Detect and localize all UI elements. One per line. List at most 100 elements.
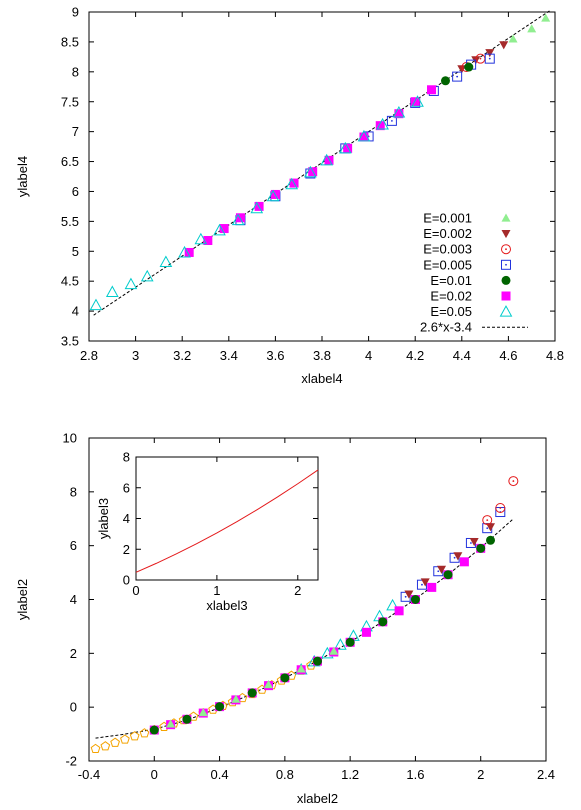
x-tick-label: 4.4 — [453, 348, 471, 363]
legend-label: E=0.02 — [430, 289, 472, 304]
data-point — [485, 49, 495, 58]
y-tick-label: 10 — [63, 431, 77, 446]
data-point — [231, 694, 241, 703]
x-tick-label: 3.4 — [220, 348, 238, 363]
data-point — [443, 570, 453, 580]
data-point — [410, 595, 420, 604]
data-point — [404, 590, 414, 599]
y-tick-label: 4 — [123, 511, 130, 526]
y-tick-label: 6 — [70, 538, 77, 553]
data-point — [359, 132, 369, 142]
y-tick-label: 5 — [72, 244, 79, 259]
x-tick-label: 2 — [294, 583, 301, 598]
y-tick-label: 6.5 — [61, 154, 79, 169]
x-tick-label: 4.6 — [499, 348, 517, 363]
data-point — [376, 117, 389, 130]
data-point — [89, 298, 103, 311]
data-point — [499, 41, 509, 50]
y-tick-label: -2 — [65, 754, 77, 769]
data-point — [411, 95, 424, 107]
y-tick-label: 4 — [72, 304, 79, 319]
legend-label: E=0.003 — [423, 242, 472, 257]
x-axis-label: xlabel4 — [301, 371, 342, 386]
y-axis-label: ylabel2 — [15, 579, 30, 620]
data-point — [178, 245, 191, 258]
data-point — [427, 85, 437, 95]
data-point — [166, 719, 176, 728]
x-tick-label: 0.4 — [211, 767, 229, 782]
inset-chart: 0 1 2 0 2 4 6 8 xlabel3 ylabel3 — [96, 450, 319, 613]
x-tick-label: 4.8 — [546, 348, 564, 363]
data-point — [203, 236, 213, 246]
inset-line — [135, 469, 319, 573]
data-point — [495, 502, 506, 513]
series-4 — [404, 523, 496, 599]
y-tick-label: 3.5 — [61, 334, 79, 349]
data-point — [345, 637, 355, 647]
data-point — [100, 741, 111, 751]
x-tick-label: 4.2 — [406, 348, 424, 363]
chart-top: 2.8 3 3.2 3.4 3.6 3.8 4 4.2 4.4 4.6 4.8 3.5 4 4.5 5 5.5… — [15, 5, 564, 386]
x-tick-label: 3 — [132, 348, 139, 363]
data-point — [250, 201, 264, 214]
data-point — [375, 121, 385, 131]
data-point — [285, 177, 299, 190]
data-point — [329, 646, 339, 655]
data-point — [215, 702, 225, 712]
data-point — [482, 515, 493, 526]
legend: E=0.001E=0.002E=0.003E=0.005E=0.01E=0.02… — [420, 211, 528, 335]
x-axis-label: xlabel2 — [297, 791, 338, 806]
legend-marker — [499, 305, 513, 317]
legend-label: 2.6*x-3.4 — [420, 320, 472, 335]
data-point — [139, 728, 150, 738]
legend-marker — [501, 259, 511, 270]
data-point — [266, 189, 280, 202]
data-point — [508, 476, 519, 487]
chart-bottom: -0.4 0 0.4 0.8 1.2 1.6 2 2.4-20246810xlabel2yla… — [15, 431, 555, 806]
legend-label: E=0.05 — [430, 304, 472, 319]
data-point — [324, 155, 334, 165]
data-point — [508, 34, 518, 43]
x-tick-label: 3.8 — [313, 348, 331, 363]
data-point — [469, 538, 479, 547]
data-point — [334, 638, 347, 650]
legend-marker — [501, 213, 511, 222]
y-tick-label: 8.5 — [61, 34, 79, 49]
legend-marker — [501, 291, 511, 301]
series-5 — [149, 535, 496, 735]
y-tick-label: 2 — [70, 646, 77, 661]
data-point — [453, 552, 463, 561]
y-tick-label: 4 — [70, 592, 77, 607]
data-point — [484, 53, 495, 64]
y-tick-label: 6 — [123, 480, 130, 495]
data-point — [378, 617, 388, 627]
data-point — [541, 13, 551, 22]
legend-marker — [501, 244, 511, 255]
y-tick-label: 8 — [123, 450, 130, 465]
data-point — [235, 213, 245, 223]
x-tick-label: 0.8 — [276, 767, 294, 782]
data-point — [343, 143, 353, 153]
x-tick-label: 0 — [132, 583, 139, 598]
data-point — [120, 734, 130, 744]
y-tick-label: 0 — [70, 700, 77, 715]
x-tick-label: 1.6 — [406, 767, 424, 782]
data-point — [420, 578, 430, 587]
data-point — [527, 24, 537, 33]
data-point — [427, 582, 437, 592]
data-point — [231, 213, 245, 226]
inset-background — [136, 457, 318, 580]
data-point — [184, 247, 194, 257]
x-tick-label: 4 — [365, 348, 372, 363]
data-point — [264, 680, 274, 689]
data-point — [159, 255, 173, 268]
data-point — [320, 153, 334, 166]
data-point — [188, 711, 199, 721]
data-point — [194, 232, 208, 245]
data-point — [386, 598, 399, 611]
x-axis-label: xlabel3 — [206, 598, 247, 613]
data-point — [105, 285, 119, 297]
data-point — [476, 543, 486, 553]
data-point — [437, 565, 447, 574]
